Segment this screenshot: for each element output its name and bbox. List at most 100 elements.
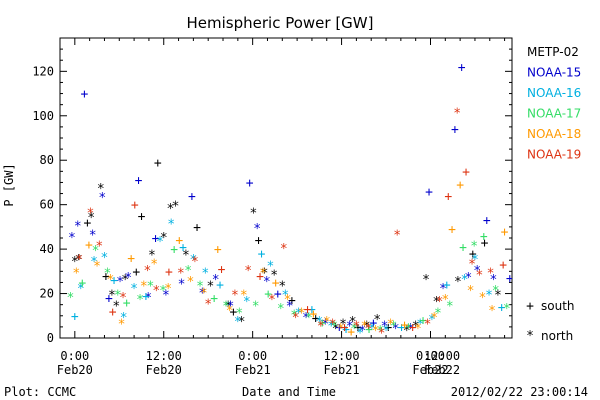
data-point: +	[246, 176, 254, 191]
data-point: +	[85, 238, 93, 253]
data-point: *	[378, 326, 386, 341]
y-axis-ticks: 0 20 40 60 80 100 120	[32, 37, 512, 345]
data-point: *	[238, 315, 246, 330]
data-point: *	[339, 317, 347, 332]
data-point: *	[488, 304, 496, 319]
data-point: +	[443, 278, 451, 293]
x-tick-time-label: 12:00	[324, 349, 360, 363]
data-point: *	[364, 322, 372, 337]
x-tick-time-label: 0:00	[416, 349, 445, 363]
data-point: *	[461, 273, 469, 288]
data-point: *	[435, 295, 443, 310]
data-point: *	[191, 255, 199, 270]
data-point: +	[175, 234, 183, 249]
data-point: *	[249, 206, 257, 221]
data-point: *	[108, 289, 116, 304]
data-point: *	[358, 324, 366, 339]
data-point: +	[444, 189, 452, 204]
data-point: *	[337, 322, 345, 337]
plot-border	[59, 37, 513, 339]
data-point: *	[298, 306, 306, 321]
data-point: *	[268, 293, 276, 308]
data-point: *	[259, 266, 267, 281]
data-point: *	[356, 326, 364, 341]
series-metp-02: **+**+***++*+****+**+**+* **++* * *+ * * + * ***…	[71, 156, 502, 338]
data-point: *	[323, 315, 331, 330]
data-point: +	[142, 289, 150, 304]
data-point: *	[368, 322, 376, 337]
data-point: *	[485, 289, 493, 304]
data-point: +	[131, 198, 139, 213]
data-point: *	[428, 313, 436, 328]
legend-entry: NOAA-16	[527, 86, 581, 100]
data-point: *	[71, 255, 79, 270]
data-point: +	[499, 258, 507, 273]
data-point: *	[86, 206, 94, 221]
marker-key: + south * north	[526, 299, 574, 344]
data-point: *	[160, 231, 168, 246]
data-point: *	[363, 320, 371, 335]
series-noaa-18: *+***+***+**+***+** +* * + * * * + ***++* **+	[72, 178, 509, 338]
data-point: *	[329, 317, 337, 332]
data-point: *	[121, 273, 129, 288]
data-point: *	[352, 320, 360, 335]
data-point: *	[166, 202, 174, 217]
data-point: *	[286, 300, 294, 315]
data-point: *	[464, 271, 472, 286]
legend-entry: NOAA-19	[527, 148, 581, 162]
data-point: *	[376, 324, 384, 339]
data-point: +	[419, 314, 427, 329]
data-point: *	[346, 320, 354, 335]
data-point: +	[456, 178, 464, 193]
y-tick-label: 120	[32, 64, 54, 78]
data-point: +	[409, 320, 417, 335]
data-point: +	[78, 276, 86, 291]
data-point: *	[381, 320, 389, 335]
data-point: *	[119, 291, 127, 306]
data-point: +	[179, 240, 187, 255]
data-point: *	[114, 289, 122, 304]
data-point: +	[71, 309, 79, 324]
data-point: *	[87, 211, 95, 226]
x-tick-date-label: Feb21	[235, 363, 271, 377]
data-point: +	[105, 292, 113, 307]
data-point: *	[167, 217, 175, 232]
data-point: +	[370, 316, 378, 331]
data-point: *	[148, 249, 156, 264]
data-point: *	[164, 282, 172, 297]
data-point: *	[156, 235, 164, 250]
x-tick-time-label: 12:00	[146, 349, 182, 363]
data-point: +	[483, 214, 491, 229]
data-point: +	[481, 236, 489, 251]
data-point: *	[162, 289, 170, 304]
data-point: *	[292, 311, 300, 326]
chart-title: Hemispheric Power [GW]	[187, 14, 374, 32]
data-point: *	[172, 200, 180, 215]
data-point: +	[288, 294, 296, 309]
data-point: *	[200, 286, 208, 301]
data-point: *	[92, 244, 100, 259]
data-point: +	[342, 323, 350, 338]
data-point: +	[102, 269, 110, 284]
data-point: *	[101, 251, 109, 266]
x-axis-ticks: 0:00Feb2012:00Feb200:00Feb2112:00Feb210:…	[57, 38, 506, 377]
x-tick-date-label: Feb22	[412, 363, 448, 377]
data-point: *	[446, 300, 454, 315]
data-point: *	[305, 311, 313, 326]
data-point: +	[448, 223, 456, 238]
data-point: *	[422, 273, 430, 288]
data-point: *	[290, 309, 298, 324]
data-point: +	[506, 272, 514, 287]
data-point: *	[267, 260, 275, 275]
data-point: *	[207, 280, 215, 295]
data-point: *	[478, 291, 486, 306]
y-tick-label: 100	[32, 109, 54, 123]
data-point: *	[66, 291, 74, 306]
data-point: +	[501, 225, 509, 240]
data-point: +	[152, 232, 160, 247]
data-point: +	[218, 263, 226, 278]
data-point: +	[398, 320, 406, 335]
y-tick-label: 40	[40, 242, 54, 256]
data-point: *	[453, 106, 461, 121]
data-point: *	[441, 293, 449, 308]
